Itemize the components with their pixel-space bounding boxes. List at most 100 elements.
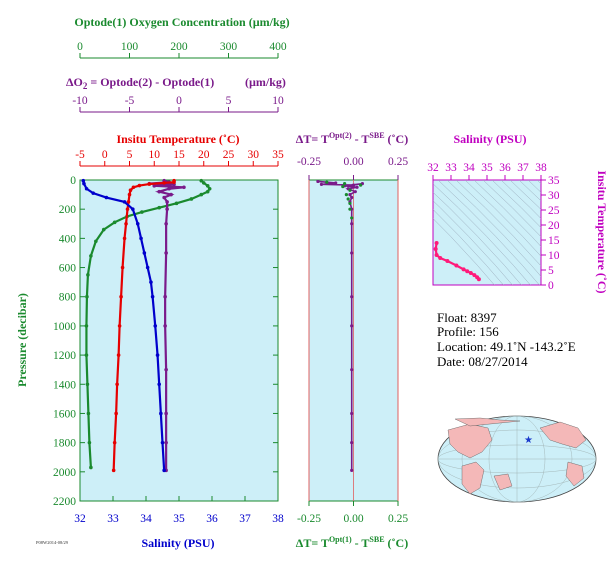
ts-y-tick-label: 10 bbox=[548, 250, 560, 262]
ts-contour-line bbox=[446, 180, 541, 277]
oxygen-profile-point bbox=[199, 178, 204, 183]
profile-series bbox=[81, 178, 212, 473]
dt-bottom-tick-label: 0.00 bbox=[343, 513, 363, 525]
ts-series bbox=[433, 241, 481, 282]
delta_o2-profile-point bbox=[164, 251, 168, 255]
oxygen-tick-label: 400 bbox=[269, 41, 287, 53]
oxygen-profile-point bbox=[174, 201, 179, 206]
footer-code: P08W2014-08/29 bbox=[36, 540, 69, 545]
pressure-axis: 0 200 400 600 800 1000 1200 1400 1600 1800 2000 220… bbox=[53, 175, 278, 508]
dt-series-point bbox=[346, 197, 350, 201]
salinity-tick-label: 35 bbox=[173, 513, 185, 525]
dt-top-tick-label: -0.25 bbox=[297, 156, 321, 168]
profile-panel bbox=[79, 179, 279, 502]
ts-point bbox=[434, 241, 439, 245]
ts-density-contours bbox=[433, 180, 541, 285]
salinity-profile-point bbox=[157, 382, 161, 387]
ts-salinity-title: Salinity (PSU) bbox=[453, 132, 526, 146]
dt-top-axis-title: ΔT= TOpt(2) - TSBE (˚C) bbox=[296, 131, 408, 146]
delta_o2-tick-label: 5 bbox=[226, 95, 232, 107]
salinity-profile-point bbox=[159, 411, 163, 416]
dt-series-point bbox=[350, 441, 354, 445]
salinity-profile-point bbox=[82, 181, 86, 186]
dt-bottom-axis-title: ΔT= TOpt(1) - TSBE (˚C) bbox=[296, 535, 408, 550]
salinity-profile-point bbox=[131, 207, 135, 211]
temperature-profile-point bbox=[112, 440, 117, 445]
pressure-tick-label: 600 bbox=[59, 263, 77, 275]
temperature-tick-label: -5 bbox=[75, 149, 85, 161]
ts-x-tick-label: 38 bbox=[535, 162, 547, 174]
temperature-tick-label: 0 bbox=[102, 149, 108, 161]
oxygen-profile-point bbox=[199, 192, 204, 197]
salinity-profile-point bbox=[104, 195, 109, 200]
ts-y-tick-label: 30 bbox=[548, 190, 560, 202]
oxygen-profile-point bbox=[87, 440, 92, 445]
ts-point bbox=[468, 271, 473, 275]
temperature-profile-point bbox=[127, 192, 132, 197]
delta_o2-profile-point bbox=[157, 189, 161, 194]
ts-point bbox=[454, 263, 459, 268]
salinity-axis-title: Salinity (PSU) bbox=[141, 536, 214, 550]
temperature-profile-point bbox=[128, 188, 133, 193]
dt-series-point bbox=[350, 468, 354, 472]
oxygen-profile-point bbox=[201, 181, 206, 185]
oxygen-axis-title: Optode(1) Oxygen Concentration (µm/kg) bbox=[74, 15, 289, 29]
temperature-profile-point bbox=[117, 324, 122, 328]
pressure-tick-label: 2000 bbox=[53, 467, 76, 479]
delta_o2-profile-point bbox=[152, 184, 157, 188]
pressure-tick-label: 2200 bbox=[53, 496, 76, 508]
ts-y-tick-label: 5 bbox=[548, 265, 554, 277]
oxygen-profile-point bbox=[84, 353, 89, 357]
oxygen-profile-point bbox=[86, 273, 90, 277]
dt-series-point bbox=[341, 184, 345, 189]
oxygen-profile-point bbox=[85, 294, 89, 299]
dt-top-tick-label: 0.25 bbox=[388, 156, 408, 168]
ts-contour-line bbox=[433, 183, 531, 285]
oxygen-profile-point bbox=[112, 220, 117, 225]
temperature-axis-title: Insitu Temperature (˚C) bbox=[116, 132, 239, 146]
ts-contour-line bbox=[500, 180, 541, 219]
delta_o2-profile-point bbox=[162, 195, 166, 200]
dt-series-point bbox=[350, 195, 354, 200]
salinity-tick-label: 32 bbox=[74, 513, 86, 525]
oxygen-profile-point bbox=[157, 205, 161, 210]
dt-series-point bbox=[350, 216, 354, 220]
dt-series-point bbox=[348, 188, 352, 192]
ts-x-tick-label: 37 bbox=[517, 162, 529, 174]
dt-series-point bbox=[350, 222, 354, 226]
dt-series-point bbox=[334, 181, 338, 185]
ts-contour-line bbox=[509, 180, 541, 210]
ts-contour-line bbox=[473, 180, 541, 247]
info-profile: Profile: 156 bbox=[437, 324, 499, 339]
dt-series-point bbox=[355, 185, 359, 189]
temperature-profile-point bbox=[162, 181, 166, 185]
dt-bottom-tick-label: -0.25 bbox=[297, 513, 321, 525]
salinity-profile-point bbox=[81, 178, 86, 183]
temperature-profile-point bbox=[122, 236, 127, 241]
oxygen-tick-label: 300 bbox=[220, 41, 238, 53]
salinity-profile-point bbox=[139, 236, 143, 241]
salinity-profile-point bbox=[162, 468, 166, 473]
salinity-axis: 32 33 34 35 36 37 38 bbox=[74, 496, 284, 525]
salinity-tick-label: 38 bbox=[272, 513, 284, 525]
delta_o2-profile-point bbox=[165, 200, 169, 204]
ts-y-tick-label: 0 bbox=[548, 280, 554, 292]
ts-y-tick-label: 20 bbox=[548, 220, 560, 232]
salinity-profile-point bbox=[149, 280, 153, 284]
ts-point bbox=[445, 259, 450, 263]
pressure-tick-label: 1200 bbox=[53, 350, 76, 362]
ts-panel bbox=[432, 179, 542, 286]
ts-contour-line bbox=[433, 209, 504, 285]
ts-x-tick-label: 33 bbox=[445, 162, 457, 174]
dt-series-point bbox=[348, 192, 352, 197]
salinity-tick-label: 33 bbox=[107, 513, 119, 525]
oxygen-tick-label: 200 bbox=[170, 41, 188, 53]
temperature-profile-point bbox=[120, 265, 125, 270]
dt-series-point bbox=[348, 201, 352, 205]
temperature-profile-point bbox=[114, 411, 118, 416]
dt-series-point bbox=[353, 190, 357, 194]
temperature-tick-label: 5 bbox=[127, 149, 133, 161]
dt-series-point bbox=[351, 183, 356, 187]
ts-y-tick-label: 35 bbox=[548, 175, 560, 187]
